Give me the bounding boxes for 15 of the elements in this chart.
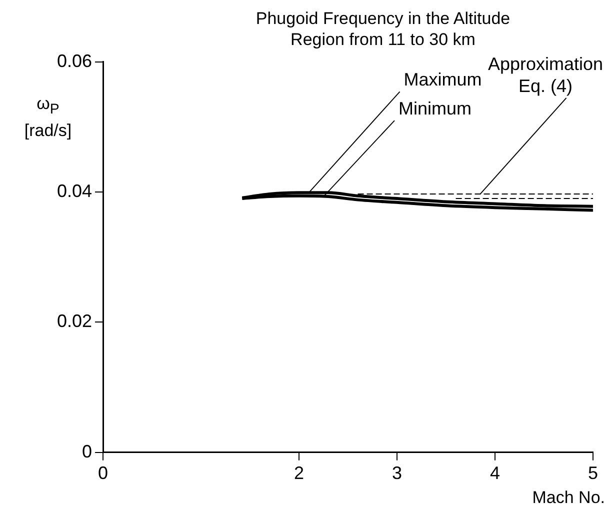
x-axis-title: Mach No. (532, 488, 605, 508)
x-tick-label: 0 (98, 463, 108, 484)
annotation: Approximation Eq. (4) (488, 54, 603, 96)
y-tick-label: 0.04 (56, 180, 92, 201)
y-tick-label: 0.06 (56, 50, 92, 71)
chart-title: Phugoid Frequency in the Altitude Region from 11 to 30 km (254, 8, 512, 50)
y-tick-label: 0 (82, 441, 92, 462)
x-tick-label: 5 (588, 463, 598, 484)
y-axis-title: ω$_{P}$ [rad/s] (23, 93, 73, 142)
x-tick-label: 3 (392, 463, 402, 484)
x-tick-label: 2 (294, 463, 304, 484)
annotation: Maximum (404, 70, 482, 90)
x-tick-label: 4 (490, 463, 500, 484)
annotation: Minimum (398, 98, 472, 119)
y-tick-label: 0.02 (56, 311, 92, 332)
